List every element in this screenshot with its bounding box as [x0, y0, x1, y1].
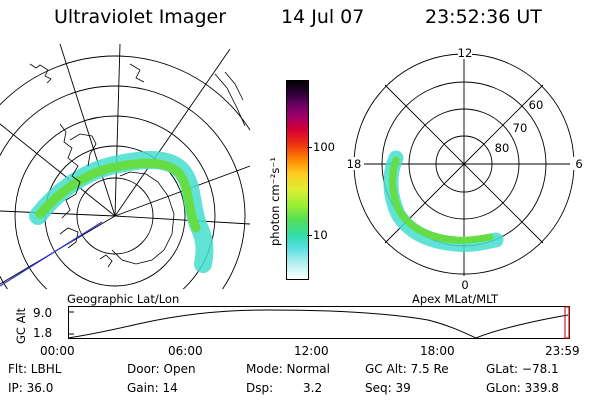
- geo-meridian: [0, 123, 116, 217]
- status-glon: GLon: 339.8: [486, 381, 559, 395]
- colorbar-tick-100: [307, 147, 312, 148]
- geo-lat-circle: [14, 115, 216, 289]
- status-mode: Mode: Normal: [246, 362, 330, 376]
- lat-label-60: 60: [529, 98, 544, 112]
- altitude-axis-label: GC Alt: [14, 307, 28, 344]
- altitude-xtick-0600: 06:00: [168, 344, 203, 358]
- colorbar: [286, 80, 309, 280]
- mlt-label-6: 6: [575, 157, 582, 171]
- coastline-outline: [29, 63, 246, 268]
- status-flt: Flt: LBHL: [8, 362, 62, 376]
- mlt-label-0: 0: [461, 278, 468, 291]
- geo-meridian: [0, 210, 116, 217]
- colorbar-unit-label: photon cm⁻²s⁻¹: [268, 157, 282, 246]
- altitude-xtick-1800: 18:00: [420, 344, 455, 358]
- geo-meridian: [114, 215, 250, 225]
- geo-map-caption: Geographic Lat/Lon: [67, 292, 180, 306]
- polar-map-caption: Apex MLat/MLT: [412, 292, 499, 306]
- colorbar-label-100: 100: [313, 140, 335, 154]
- polar-diagonal: [384, 84, 544, 244]
- status-gc-alt: GC Alt: 7.5 Re: [365, 362, 449, 376]
- status-glat: GLat: −78.1: [486, 362, 559, 376]
- aurora-oval-core: [35, 158, 201, 233]
- status-gain: Gain: 14: [127, 381, 178, 395]
- lat-label-70: 70: [513, 121, 528, 135]
- altitude-xtick-2359: 23:59: [545, 344, 580, 358]
- colorbar-label-10: 10: [313, 228, 328, 242]
- geo-lat-circle: [0, 85, 246, 289]
- status-dsp-value: 3.2: [303, 381, 323, 395]
- image-time: 23:52:36 UT: [425, 6, 542, 28]
- geo-lat-circle: [0, 55, 250, 131]
- polar-aurora-core: [389, 156, 494, 244]
- current-time-marker: [564, 306, 570, 339]
- polar-map: 12 18 6 0 60 70 80: [344, 46, 584, 291]
- satellite-trajectory: [0, 221, 103, 287]
- geo-lat-circle: [76, 177, 154, 255]
- colorbar-tick-10: [307, 235, 312, 236]
- geo-meridian: [114, 44, 121, 217]
- altitude-xtick-0000: 00:00: [40, 344, 75, 358]
- status-dsp: Dsp:: [246, 381, 274, 395]
- status-ip: IP: 36.0: [8, 381, 54, 395]
- lat-label-80: 80: [495, 141, 510, 155]
- altitude-curve: [68, 309, 569, 339]
- mlt-label-18: 18: [347, 157, 362, 171]
- status-seq: Seq: 39: [365, 381, 411, 395]
- geo-meridian: [59, 44, 116, 217]
- altitude-xtick-1200: 12:00: [294, 344, 329, 358]
- geo-meridian: [114, 48, 231, 217]
- mlt-label-12: 12: [458, 46, 473, 60]
- status-door: Door: Open: [127, 362, 196, 376]
- altitude-ytick-min: 1.8: [33, 326, 53, 340]
- instrument-title: Ultraviolet Imager: [54, 6, 227, 28]
- geographic-map: [0, 44, 250, 289]
- altitude-ytick-max: 9.0: [33, 306, 53, 320]
- polar-aurora-outer: [383, 150, 504, 252]
- altitude-plot: [68, 306, 570, 339]
- image-date: 14 Jul 07: [281, 6, 365, 28]
